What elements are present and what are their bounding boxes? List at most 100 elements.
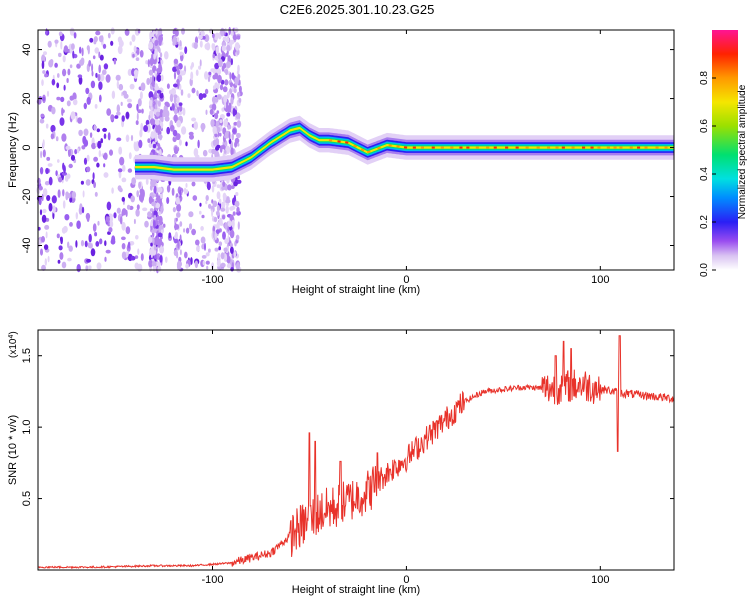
noise-speck bbox=[121, 210, 124, 217]
noise-speck bbox=[78, 206, 83, 215]
noise-speck bbox=[141, 108, 144, 114]
noise-speck bbox=[229, 229, 235, 239]
noise-speck bbox=[145, 178, 149, 185]
noise-speck bbox=[118, 146, 123, 155]
noise-speck bbox=[58, 52, 62, 58]
noise-speck bbox=[69, 222, 73, 227]
spectrogram-y-tick-label: 40 bbox=[21, 43, 33, 55]
noise-speck bbox=[153, 53, 157, 60]
noise-speck bbox=[235, 263, 240, 269]
noise-speck bbox=[233, 121, 238, 126]
noise-speck bbox=[166, 197, 170, 204]
noise-speck bbox=[133, 218, 136, 225]
noise-speck bbox=[179, 40, 182, 49]
noise-speck bbox=[212, 85, 217, 90]
noise-speck bbox=[87, 46, 90, 55]
noise-speck bbox=[91, 142, 97, 150]
noise-speck bbox=[77, 74, 83, 78]
noise-speck bbox=[223, 69, 228, 74]
noise-speck bbox=[170, 124, 175, 132]
noise-speck bbox=[47, 40, 52, 48]
noise-speck bbox=[98, 51, 101, 59]
noise-speck bbox=[42, 96, 46, 101]
noise-speck bbox=[61, 172, 68, 176]
spectrogram-x-tick-label: 100 bbox=[591, 274, 609, 286]
snr-x-ticks: -100 0 100 bbox=[201, 330, 609, 586]
noise-speck bbox=[139, 50, 144, 58]
noise-speck bbox=[52, 205, 56, 214]
noise-speck bbox=[157, 100, 161, 107]
noise-speck bbox=[110, 114, 115, 121]
noise-speck bbox=[166, 126, 171, 135]
noise-speck bbox=[55, 170, 58, 177]
spectrogram-y-tick-label: -40 bbox=[21, 238, 33, 254]
noise-speck bbox=[65, 145, 71, 150]
noise-speck bbox=[92, 172, 95, 180]
noise-speck bbox=[159, 255, 163, 263]
noise-speck bbox=[145, 60, 149, 65]
noise-speck bbox=[131, 177, 137, 185]
noise-speck bbox=[220, 27, 225, 37]
noise-speck bbox=[195, 239, 200, 246]
noise-speck bbox=[99, 94, 102, 103]
noise-speck bbox=[41, 79, 44, 86]
noise-speck bbox=[224, 102, 227, 109]
noise-speck bbox=[150, 106, 153, 112]
noise-speck bbox=[233, 194, 236, 203]
noise-speck bbox=[182, 107, 186, 116]
noise-speck bbox=[195, 69, 199, 76]
noise-speck bbox=[63, 45, 69, 53]
noise-speck bbox=[164, 109, 170, 118]
noise-speck bbox=[106, 108, 112, 116]
track-peak-mark bbox=[366, 150, 371, 154]
noise-speck bbox=[67, 148, 71, 158]
noise-speck bbox=[228, 131, 231, 141]
noise-speck bbox=[104, 240, 107, 247]
noise-speck bbox=[117, 168, 123, 173]
noise-speck bbox=[191, 228, 197, 236]
spectrogram-y-tick-label: 20 bbox=[21, 92, 33, 104]
noise-speck bbox=[208, 203, 212, 209]
noise-speck bbox=[219, 132, 222, 137]
noise-speck bbox=[157, 211, 162, 216]
spectrogram-panel: -40 -20 0 20 40 -100 0 100 Height of straight … bbox=[7, 26, 675, 296]
noise-speck bbox=[205, 252, 210, 257]
noise-speck bbox=[69, 197, 73, 203]
noise-speck bbox=[86, 154, 90, 162]
noise-speck bbox=[92, 55, 96, 60]
noise-speck bbox=[40, 150, 43, 159]
noise-speck bbox=[158, 38, 162, 46]
noise-speck bbox=[68, 245, 73, 252]
noise-speck bbox=[92, 223, 97, 232]
noise-speck bbox=[56, 96, 61, 101]
noise-speck bbox=[68, 163, 73, 169]
noise-speck bbox=[134, 262, 139, 270]
noise-speck bbox=[39, 167, 44, 175]
noise-speck bbox=[66, 173, 71, 179]
snr-y-tick-label: 0.5 bbox=[21, 491, 33, 506]
noise-speck bbox=[47, 163, 53, 167]
noise-speck bbox=[153, 185, 157, 194]
noise-speck bbox=[105, 249, 111, 254]
noise-speck bbox=[147, 138, 151, 144]
noise-speck bbox=[202, 260, 206, 266]
noise-speck bbox=[48, 176, 53, 186]
noise-speck bbox=[178, 102, 183, 106]
noise-speck bbox=[222, 192, 227, 200]
noise-speck bbox=[211, 96, 217, 104]
noise-speck bbox=[63, 165, 66, 174]
noise-speck bbox=[204, 34, 210, 42]
noise-speck bbox=[229, 72, 232, 80]
noise-speck bbox=[86, 166, 91, 173]
noise-speck bbox=[224, 79, 229, 86]
noise-speck bbox=[154, 91, 157, 98]
noise-speck bbox=[57, 189, 61, 198]
noise-speck bbox=[154, 245, 157, 251]
noise-speck bbox=[61, 133, 67, 142]
noise-speck bbox=[103, 163, 106, 168]
noise-speck bbox=[121, 243, 126, 250]
noise-speck bbox=[51, 78, 56, 86]
noise-speck bbox=[227, 184, 232, 191]
noise-speck bbox=[65, 193, 69, 201]
